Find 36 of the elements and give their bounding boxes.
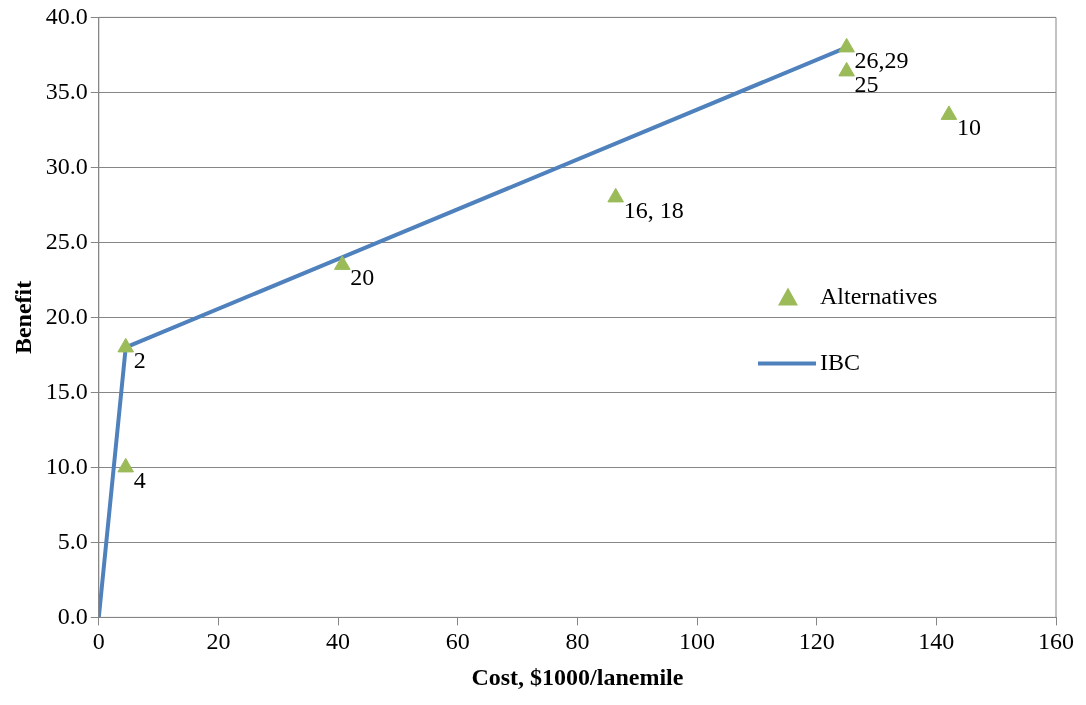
- y-tick-label: 5.0: [57, 527, 88, 554]
- y-tick-label: 40.0: [45, 2, 88, 29]
- annotation: 26,29: [854, 46, 909, 73]
- annotation: 16, 18: [623, 196, 684, 223]
- x-tick-label: 80: [565, 628, 590, 655]
- y-tick-label: 30.0: [45, 152, 88, 179]
- y-tick-label: 0.0: [57, 602, 88, 629]
- x-tick-label: 40: [326, 628, 351, 655]
- x-tick-label: 0: [92, 628, 105, 655]
- x-tick-label: 120: [798, 628, 835, 655]
- x-tick-label: 60: [445, 628, 470, 655]
- y-tick-label: 20.0: [45, 302, 88, 329]
- y-axis-title: Benefit: [9, 280, 36, 355]
- x-tick-label: 20: [206, 628, 231, 655]
- annotation: 10: [956, 114, 981, 141]
- legend-label: IBC: [819, 348, 860, 375]
- point: [117, 457, 135, 473]
- x-tick-label: 100: [679, 628, 716, 655]
- annotation: 4: [133, 466, 146, 493]
- annotation: 25: [854, 70, 879, 97]
- annotation: 20: [350, 264, 375, 291]
- x-axis-title: Cost, $1000/lanemile: [471, 663, 684, 690]
- y-tick-label: 25.0: [45, 227, 88, 254]
- point: [838, 37, 855, 53]
- annotation: 2: [133, 346, 146, 373]
- point: [117, 337, 135, 353]
- point: [333, 255, 351, 270]
- y-tick-label: 15.0: [45, 377, 88, 404]
- y-tick-label: 35.0: [45, 77, 88, 104]
- x-tick-label: 140: [918, 628, 955, 655]
- legend-label: Alternatives: [819, 282, 938, 309]
- point: [607, 187, 624, 203]
- point: [940, 105, 958, 120]
- x-tick-label: 160: [1038, 628, 1074, 655]
- point: [838, 61, 855, 77]
- y-tick-label: 10.0: [45, 452, 88, 479]
